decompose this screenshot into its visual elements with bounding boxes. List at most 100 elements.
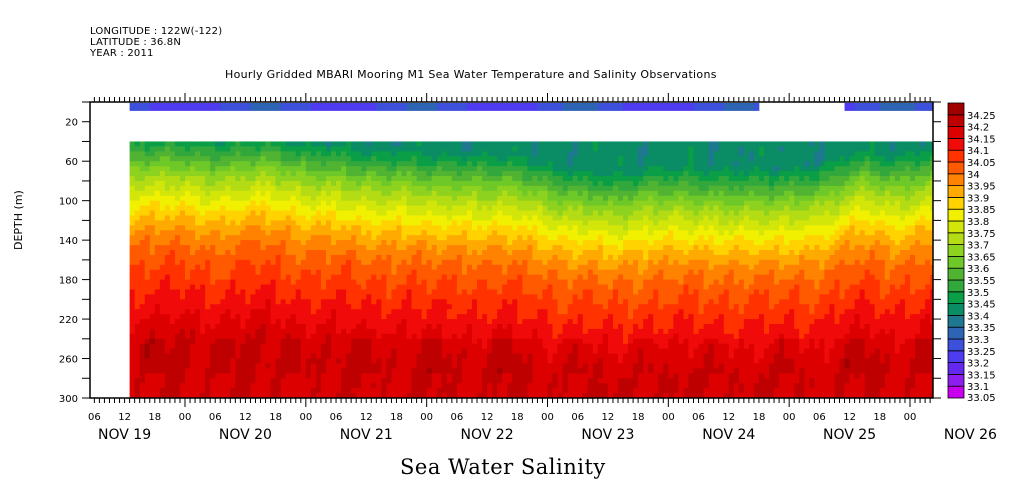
surface-band-cell (346, 103, 352, 111)
contour-cell (441, 314, 448, 320)
contour-cell (466, 289, 473, 295)
contour-cell (577, 324, 584, 330)
contour-cell (487, 141, 493, 147)
contour-cell (562, 314, 569, 320)
contour-cell (552, 259, 558, 266)
contour-cell (220, 324, 226, 330)
contour-cell (179, 166, 186, 172)
contour-cell (446, 240, 453, 246)
contour-cell (205, 309, 211, 315)
contour-cell (461, 230, 468, 236)
contour-cell (582, 200, 589, 206)
contour-cell (482, 358, 488, 364)
contour-cell (174, 338, 181, 345)
contour-cell (587, 328, 594, 335)
contour-cell (220, 176, 226, 182)
contour-cell (497, 225, 503, 231)
contour-cell (436, 240, 443, 246)
contour-cell (572, 348, 579, 354)
contour-cell (159, 190, 166, 197)
contour-cell (376, 220, 382, 226)
contour-cell (300, 274, 307, 280)
contour-cell (154, 171, 161, 177)
contour-cell (532, 358, 538, 364)
contour-cell (572, 328, 579, 335)
contour-cell (361, 245, 367, 251)
contour-cell (426, 383, 433, 389)
contour-cell (502, 284, 508, 290)
contour-cell (185, 304, 191, 310)
contour-cell (547, 388, 553, 394)
contour-cell (381, 141, 387, 147)
contour-cell (255, 235, 261, 241)
contour-cell (406, 180, 412, 187)
contour-cell (129, 358, 136, 364)
contour-cell (270, 156, 277, 162)
contour-cell (205, 373, 211, 379)
contour-cell (522, 343, 528, 350)
contour-cell (552, 289, 558, 295)
contour-cell (597, 368, 604, 374)
contour-cell (567, 250, 574, 256)
contour-cell (185, 259, 191, 266)
contour-cell (361, 269, 367, 276)
contour-cell (401, 171, 407, 177)
contour-cell (446, 171, 453, 177)
contour-cell (331, 230, 337, 236)
contour-cell (346, 176, 352, 182)
contour-cell (215, 235, 221, 241)
contour-cell (401, 328, 407, 335)
contour-cell (552, 230, 558, 236)
contour-cell (230, 254, 236, 261)
contour-cell (482, 279, 488, 285)
contour-cell (205, 250, 211, 256)
contour-cell (341, 141, 347, 147)
contour-cell (466, 378, 473, 384)
contour-cell (361, 383, 367, 389)
contour-cell (517, 205, 523, 211)
contour-cell (401, 279, 407, 285)
contour-cell (466, 333, 473, 340)
contour-cell (169, 220, 176, 226)
contour-cell (381, 368, 387, 374)
contour-cell (441, 304, 448, 310)
contour-cell (300, 269, 307, 276)
contour-cell (225, 343, 231, 350)
contour-cell (341, 393, 347, 399)
contour-cell (431, 250, 438, 256)
contour-cell (215, 333, 221, 340)
contour-cell (446, 190, 453, 197)
contour-cell (562, 171, 569, 177)
contour-cell (210, 299, 216, 305)
contour-cell (411, 166, 417, 172)
contour-cell (557, 388, 563, 394)
contour-cell (250, 294, 256, 300)
contour-cell (416, 161, 423, 167)
contour-cell (366, 156, 372, 162)
contour-cell (295, 353, 302, 359)
contour-cell (215, 279, 221, 285)
contour-cell (240, 146, 246, 152)
contour-cell (336, 195, 342, 202)
contour-cell (205, 245, 211, 251)
contour-cell (250, 171, 256, 177)
contour-cell (542, 348, 548, 354)
contour-cell (527, 289, 533, 295)
contour-cell (401, 274, 407, 280)
contour-cell (522, 215, 528, 221)
contour-cell (582, 348, 589, 354)
contour-cell (436, 304, 443, 310)
contour-cell (315, 230, 322, 236)
contour-cell (441, 250, 448, 256)
contour-cell (351, 210, 357, 216)
contour-cell (456, 363, 463, 369)
contour-cell (270, 166, 277, 172)
contour-cell (441, 166, 448, 172)
contour-cell (416, 250, 423, 256)
contour-cell (456, 274, 463, 280)
contour-cell (552, 333, 558, 340)
contour-cell (391, 373, 397, 379)
contour-cell (169, 284, 176, 290)
contour-cell (406, 299, 412, 305)
contour-cell (190, 176, 196, 182)
